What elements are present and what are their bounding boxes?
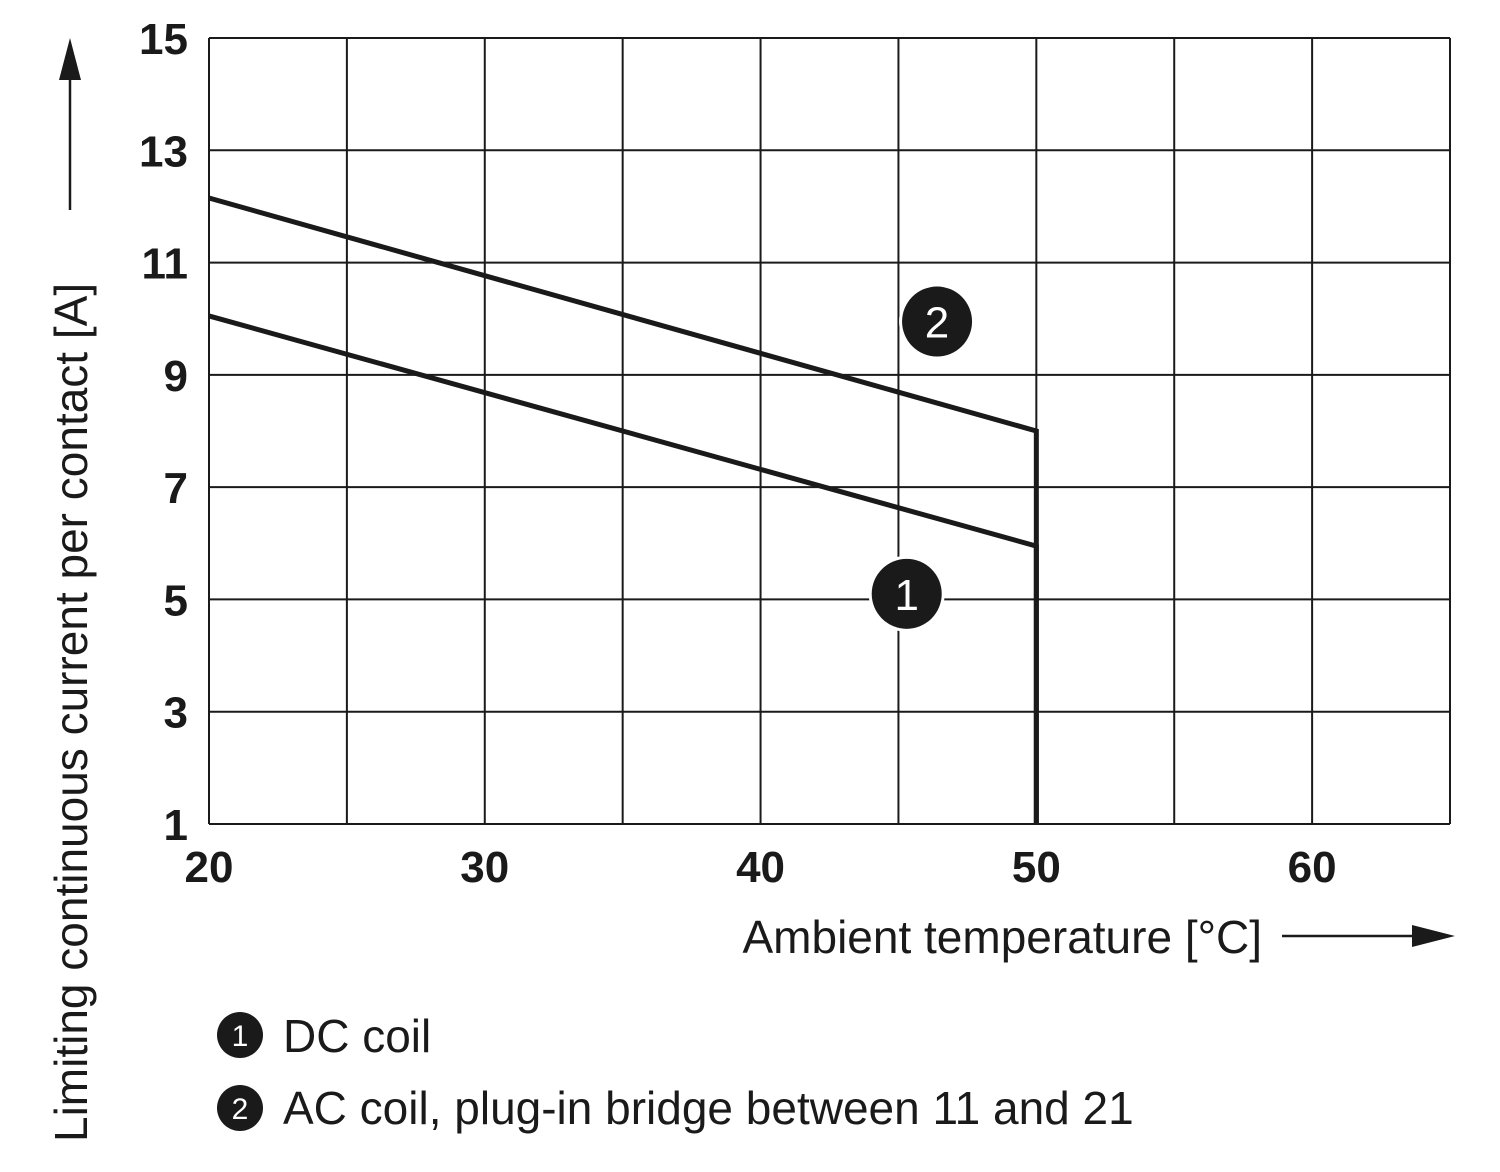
chart-series-markers: 12	[868, 283, 976, 632]
legend-marker-1-number: 1	[232, 1020, 249, 1053]
x-tick-label: 50	[1012, 843, 1061, 892]
series-marker-2-icon	[902, 286, 973, 357]
y-tick-label: 9	[164, 352, 188, 401]
legend-item-1: 1 DC coil	[217, 1010, 431, 1062]
y-axis-label: Limiting continuous current per contact …	[45, 283, 97, 1142]
legend-item-2: 2 AC coil, plug-in bridge between 11 and…	[217, 1082, 1134, 1134]
x-axis-ticks: 20 30 40 50 60	[185, 843, 1337, 892]
y-tick-label: 3	[164, 689, 188, 738]
y-tick-label: 7	[164, 464, 188, 513]
series-marker-2-number: 2	[925, 299, 949, 348]
legend: 1 DC coil 2 AC coil, plug-in bridge betw…	[217, 1010, 1134, 1134]
legend-marker-2-icon	[217, 1085, 263, 1131]
y-axis-arrow-icon	[59, 38, 81, 210]
series-marker-1-number: 1	[894, 571, 918, 620]
x-tick-label: 20	[185, 843, 234, 892]
x-axis-arrow-icon	[1282, 925, 1455, 947]
series-line-2	[208, 195, 1039, 824]
x-axis-label: Ambient temperature [°C]	[743, 911, 1263, 963]
y-tick-label: 1	[164, 801, 188, 850]
legend-marker-1-icon	[217, 1012, 263, 1058]
chart-series-group	[208, 195, 1039, 824]
x-tick-label: 60	[1288, 843, 1337, 892]
chart-grid	[208, 37, 1451, 825]
legend-label-2: AC coil, plug-in bridge between 11 and 2…	[283, 1082, 1134, 1134]
series-marker-1-icon	[871, 558, 942, 629]
x-tick-label: 30	[460, 843, 509, 892]
y-tick-label: 11	[141, 240, 188, 289]
y-tick-label: 15	[139, 15, 188, 64]
x-tick-label: 40	[736, 843, 785, 892]
y-tick-label: 5	[164, 576, 188, 625]
legend-label-1: DC coil	[283, 1010, 431, 1062]
y-tick-label: 13	[139, 127, 188, 176]
legend-marker-2-number: 2	[232, 1093, 249, 1126]
